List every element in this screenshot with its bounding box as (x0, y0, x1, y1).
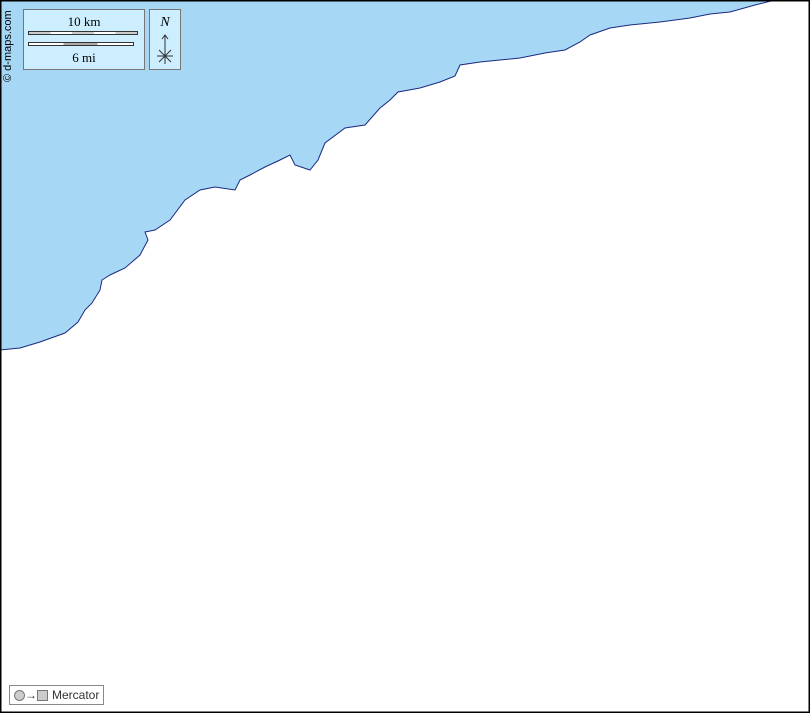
scale-mi-label: 6 mi (72, 50, 96, 65)
north-arrow: N (149, 9, 181, 70)
north-label: N (160, 15, 170, 30)
scale-bar: 10 km 6 mi (23, 9, 145, 70)
globe-icon (14, 689, 25, 701)
compass-icon (157, 34, 173, 64)
scale-km-bar (28, 31, 138, 35)
projection-arrow: → (25, 688, 37, 702)
flat-map-icon (37, 689, 48, 701)
projection-label: → Mercator (9, 685, 105, 705)
projection-name: Mercator (52, 688, 100, 702)
sea (0, 0, 776, 351)
credit-text: © d-maps.com (2, 10, 14, 82)
scale-km-label: 10 km (67, 14, 101, 29)
scale-mi-bar (28, 42, 134, 46)
